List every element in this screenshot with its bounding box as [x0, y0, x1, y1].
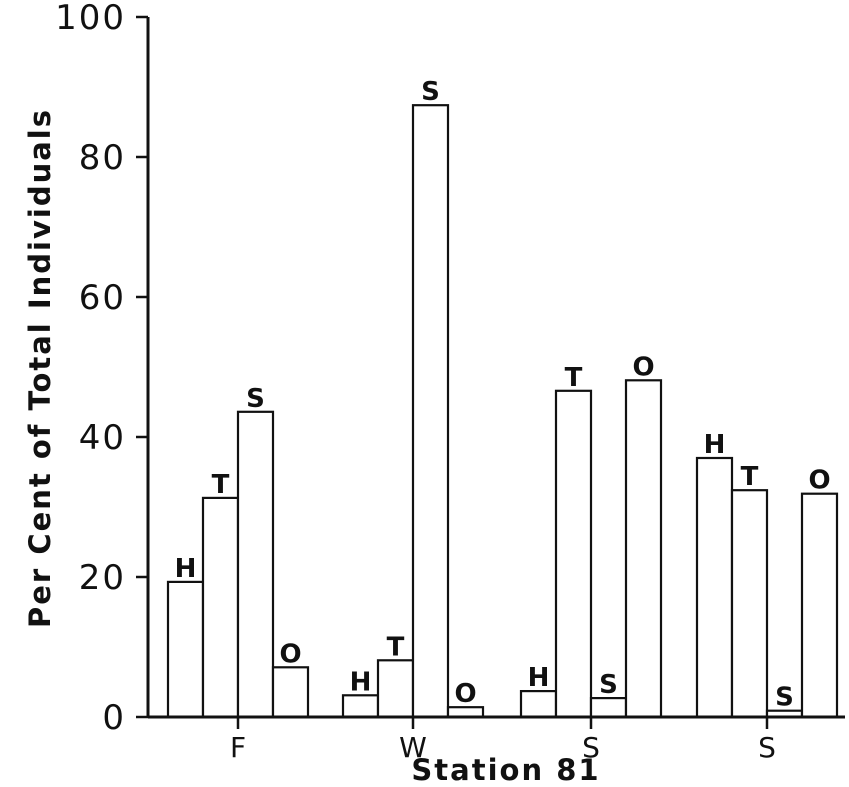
bar-label: O — [632, 352, 654, 382]
y-tick-label: 40 — [79, 418, 126, 458]
bar-label: T — [212, 470, 230, 500]
bar-label: H — [350, 667, 372, 697]
bar — [201, 496, 240, 719]
y-tick-label: 100 — [55, 0, 126, 38]
x-tick-label: F — [230, 731, 246, 764]
bar — [271, 666, 310, 719]
y-axis-ticks: 0 20 40 60 80 100 — [55, 0, 148, 738]
bar — [624, 379, 663, 719]
bar-label: S — [599, 670, 618, 700]
bar — [554, 389, 593, 719]
y-tick-label: 20 — [79, 558, 126, 598]
bar-label: H — [175, 554, 197, 584]
bar — [166, 580, 205, 719]
bar — [519, 689, 558, 719]
bar — [695, 456, 734, 719]
bar-label: T — [741, 462, 759, 492]
bar — [730, 489, 769, 719]
x-axis-title: Station 81 — [411, 753, 600, 787]
y-tick-label: 0 — [102, 698, 126, 738]
x-tick-label: S — [582, 731, 600, 764]
bar-label: S — [421, 77, 440, 107]
y-tick-label: 60 — [79, 278, 126, 318]
bar-label: S — [775, 683, 794, 713]
y-axis-title: Per Cent of Total Individuals — [23, 108, 57, 628]
bar — [376, 659, 415, 719]
bar-label: T — [565, 363, 583, 393]
bar — [341, 694, 380, 719]
bar-label: H — [704, 430, 726, 460]
bar-label: O — [808, 466, 830, 496]
bar-label: T — [387, 632, 405, 662]
bar-label: O — [454, 679, 476, 709]
bar — [589, 696, 628, 719]
bar-label: O — [279, 639, 301, 669]
bar-label: S — [246, 384, 265, 414]
bar — [411, 104, 450, 719]
y-tick-label: 80 — [79, 138, 126, 178]
bar-label: H — [528, 663, 550, 693]
bar — [800, 492, 839, 719]
x-tick-label: S — [758, 731, 776, 764]
x-tick-label: W — [399, 731, 427, 764]
bar — [236, 410, 275, 719]
